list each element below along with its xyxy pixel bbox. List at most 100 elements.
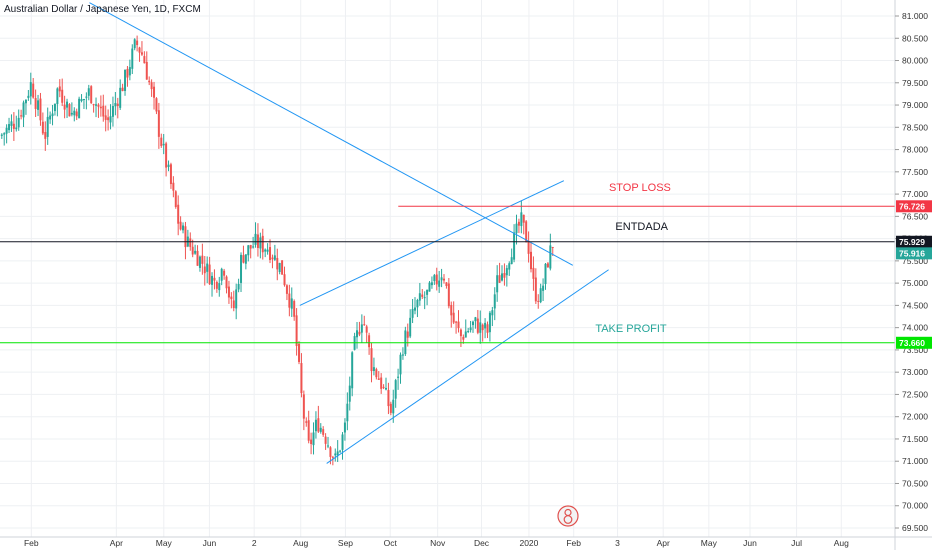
candle xyxy=(421,288,424,300)
chart-title: Australian Dollar / Japanese Yen, 1D, FX… xyxy=(4,4,201,15)
candle-body xyxy=(254,233,257,245)
candle-body xyxy=(423,297,426,299)
candle xyxy=(464,319,467,338)
candle-body xyxy=(232,300,235,309)
y-tick-label: 72.500 xyxy=(902,389,928,399)
candle xyxy=(220,267,223,286)
candle-body xyxy=(428,282,431,292)
horizontal-lines-layer[interactable] xyxy=(0,205,895,344)
time-axis[interactable]: Feb Apr May Jun 2 Aug Sep Oct Nov Dec 2020 Feb 3 Apr M… xyxy=(24,538,849,548)
candle-body xyxy=(505,268,508,276)
candle-body xyxy=(416,300,419,308)
candle-body xyxy=(70,112,73,115)
candle-body xyxy=(542,285,545,291)
candle-body xyxy=(515,223,518,234)
x-tick-label: Jun xyxy=(743,538,757,548)
candle-body xyxy=(213,277,216,281)
candle-body xyxy=(370,348,373,372)
candle xyxy=(247,244,250,262)
y-tick-label: 71.500 xyxy=(902,434,928,444)
candle-body xyxy=(382,386,385,388)
candle-body xyxy=(46,116,49,137)
candle-body xyxy=(498,275,501,283)
candle-body xyxy=(99,106,102,109)
y-tick-label: 74.500 xyxy=(902,300,928,310)
x-tick-label: Sep xyxy=(338,538,353,548)
candle xyxy=(276,248,279,281)
x-tick-label: 2020 xyxy=(519,538,538,548)
candle xyxy=(397,368,400,390)
candle-body xyxy=(225,276,228,289)
candle xyxy=(227,280,230,304)
candle-body xyxy=(131,48,134,69)
candle-body xyxy=(488,312,491,333)
candle xyxy=(201,243,204,275)
x-tick-label: Aug xyxy=(293,538,308,548)
candle xyxy=(298,341,301,365)
candle xyxy=(327,436,330,449)
candle xyxy=(196,245,199,266)
candle-body xyxy=(324,436,327,444)
candle-body xyxy=(481,324,484,331)
candle-body xyxy=(169,164,172,185)
price-tag-label: 75.929 xyxy=(899,237,925,247)
candle-body xyxy=(365,326,368,333)
candle xyxy=(41,112,44,136)
candle-body xyxy=(476,318,479,333)
candle-body xyxy=(513,232,516,260)
candle xyxy=(411,298,414,324)
candle xyxy=(155,97,158,115)
candle xyxy=(363,315,366,326)
candle xyxy=(264,248,267,258)
y-tick-label: 70.500 xyxy=(902,478,928,488)
candle xyxy=(375,367,378,380)
candle xyxy=(124,69,127,96)
x-tick-label: Apr xyxy=(657,538,670,548)
candle xyxy=(182,222,185,234)
candle xyxy=(150,79,153,97)
candle xyxy=(293,299,296,321)
x-tick-label: Jun xyxy=(203,538,217,548)
trendlines-layer[interactable] xyxy=(89,2,609,464)
candle-body xyxy=(235,289,238,309)
candle xyxy=(508,261,511,276)
candle xyxy=(452,301,455,325)
candle xyxy=(12,112,15,141)
price-tag-label: 73.660 xyxy=(899,338,925,348)
candle xyxy=(343,418,346,441)
candle-body xyxy=(310,439,313,445)
candle xyxy=(157,102,160,149)
candle xyxy=(27,89,30,101)
candle-body xyxy=(240,254,243,283)
candle xyxy=(32,78,35,99)
candle-body xyxy=(107,117,110,121)
candle-body xyxy=(102,105,105,117)
price-axis[interactable]: 81.000 80.500 80.000 79.500 79.000 78.500 78.0… xyxy=(895,11,928,533)
candle xyxy=(491,306,494,327)
x-tick-label: Aug xyxy=(834,538,849,548)
x-tick-label: 2 xyxy=(252,538,257,548)
candle xyxy=(469,320,472,333)
candle xyxy=(68,103,71,117)
candle-body xyxy=(189,238,192,247)
candle-body xyxy=(269,247,272,260)
candle-body xyxy=(360,324,363,333)
channel-upper[interactable] xyxy=(299,180,565,306)
descending-trendline[interactable] xyxy=(89,2,574,266)
channel-lower[interactable] xyxy=(326,269,609,464)
candle xyxy=(498,262,501,284)
candle xyxy=(143,51,146,64)
candle-body xyxy=(104,115,107,120)
candle-body xyxy=(363,324,366,326)
candle-body xyxy=(273,255,276,260)
candle xyxy=(339,449,342,454)
candle-body xyxy=(544,263,547,285)
candle xyxy=(213,269,216,290)
candle-body xyxy=(155,98,158,112)
candle-body xyxy=(527,240,530,254)
candle xyxy=(271,254,274,269)
candle xyxy=(459,328,462,348)
y-tick-label: 73.500 xyxy=(902,345,928,355)
